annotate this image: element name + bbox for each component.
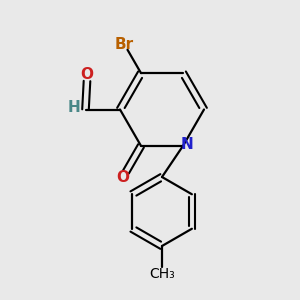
Text: N: N [180,137,193,152]
Text: Br: Br [115,37,134,52]
Text: O: O [116,170,129,185]
Text: CH₃: CH₃ [149,267,175,280]
Text: O: O [80,67,94,82]
Text: H: H [68,100,80,116]
